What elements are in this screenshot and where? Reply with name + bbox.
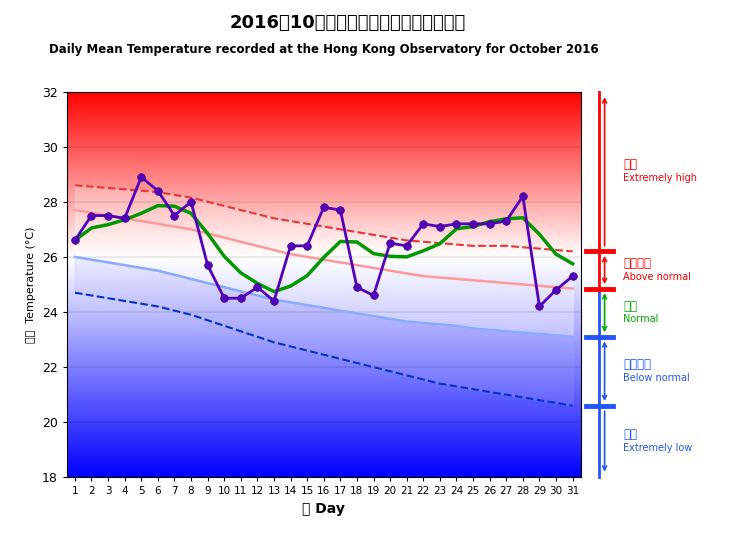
Text: 低於正常: 低於正常	[623, 358, 651, 371]
Text: Below normal: Below normal	[623, 373, 690, 383]
Text: 極低: 極低	[623, 428, 637, 441]
Text: Extremely low: Extremely low	[623, 443, 693, 453]
Text: 2016年10月香港天文台錄得的日平均氣溫: 2016年10月香港天文台錄得的日平均氣溫	[229, 14, 466, 32]
Title: Daily Mean Temperature recorded at the Hong Kong Observatory for October 2016: Daily Mean Temperature recorded at the H…	[49, 43, 599, 56]
Text: Extremely high: Extremely high	[623, 173, 697, 183]
Text: 極高: 極高	[623, 158, 637, 171]
X-axis label: 日 Day: 日 Day	[303, 502, 345, 516]
Text: Normal: Normal	[623, 314, 659, 324]
Text: 高於正常: 高於正常	[623, 257, 651, 270]
Text: 正常: 正常	[623, 300, 637, 312]
Text: Above normal: Above normal	[623, 271, 691, 281]
Y-axis label: 氣溫  Temperature (°C): 氣溫 Temperature (°C)	[26, 226, 36, 342]
